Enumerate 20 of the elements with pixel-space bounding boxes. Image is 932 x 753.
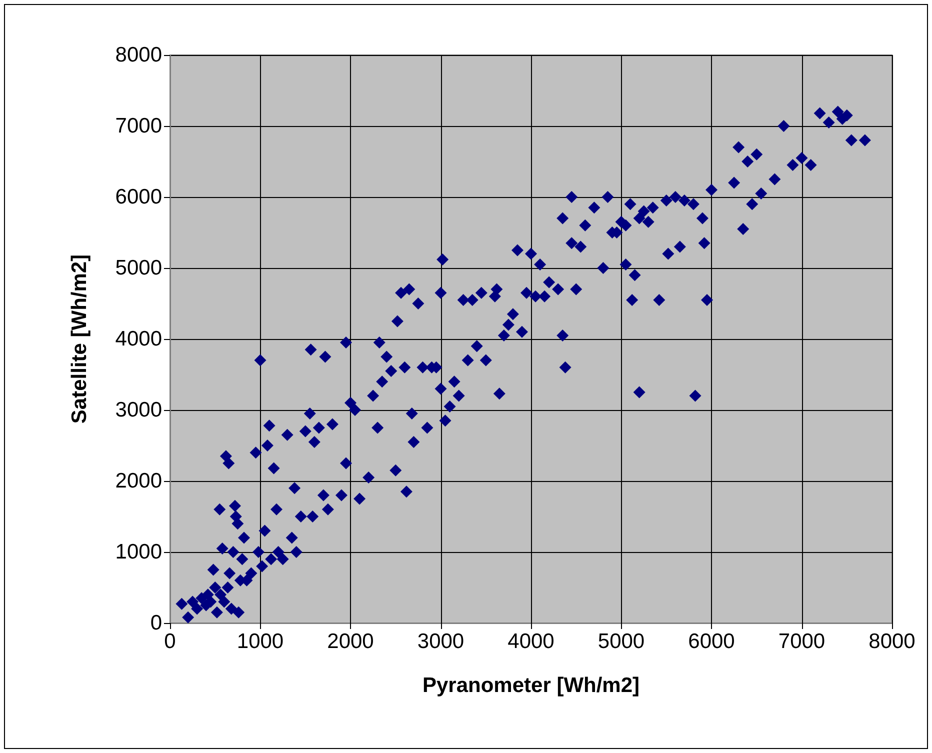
y-tick-label: 5000	[115, 256, 162, 280]
y-tick-label: 2000	[115, 470, 162, 492]
y-tick-label: 0	[150, 612, 162, 634]
x-tick-label: 1000	[236, 630, 284, 653]
x-tick-label: 6000	[688, 630, 735, 653]
x-tick-label: 2000	[327, 630, 374, 653]
y-tick-label: 4000	[115, 328, 162, 350]
y-tick-label: 3000	[115, 398, 162, 422]
x-axis-title: Pyranometer [Wh/m2]	[422, 674, 640, 697]
x-tick-label: 4000	[508, 630, 554, 653]
y-axis-title: Satellite [Wh/m2]	[68, 254, 91, 424]
x-tick-label: 0	[164, 630, 176, 653]
x-tick-label: 8000	[868, 630, 916, 653]
y-tick-label: 7000	[115, 114, 162, 138]
x-tick-label: 7000	[778, 630, 826, 653]
x-tick-label: 5000	[598, 630, 645, 653]
y-tick-label: 6000	[115, 186, 162, 208]
x-tick-label: 3000	[417, 630, 464, 653]
y-tick-label: 1000	[115, 540, 162, 564]
y-tick-label: 8000	[115, 44, 162, 66]
